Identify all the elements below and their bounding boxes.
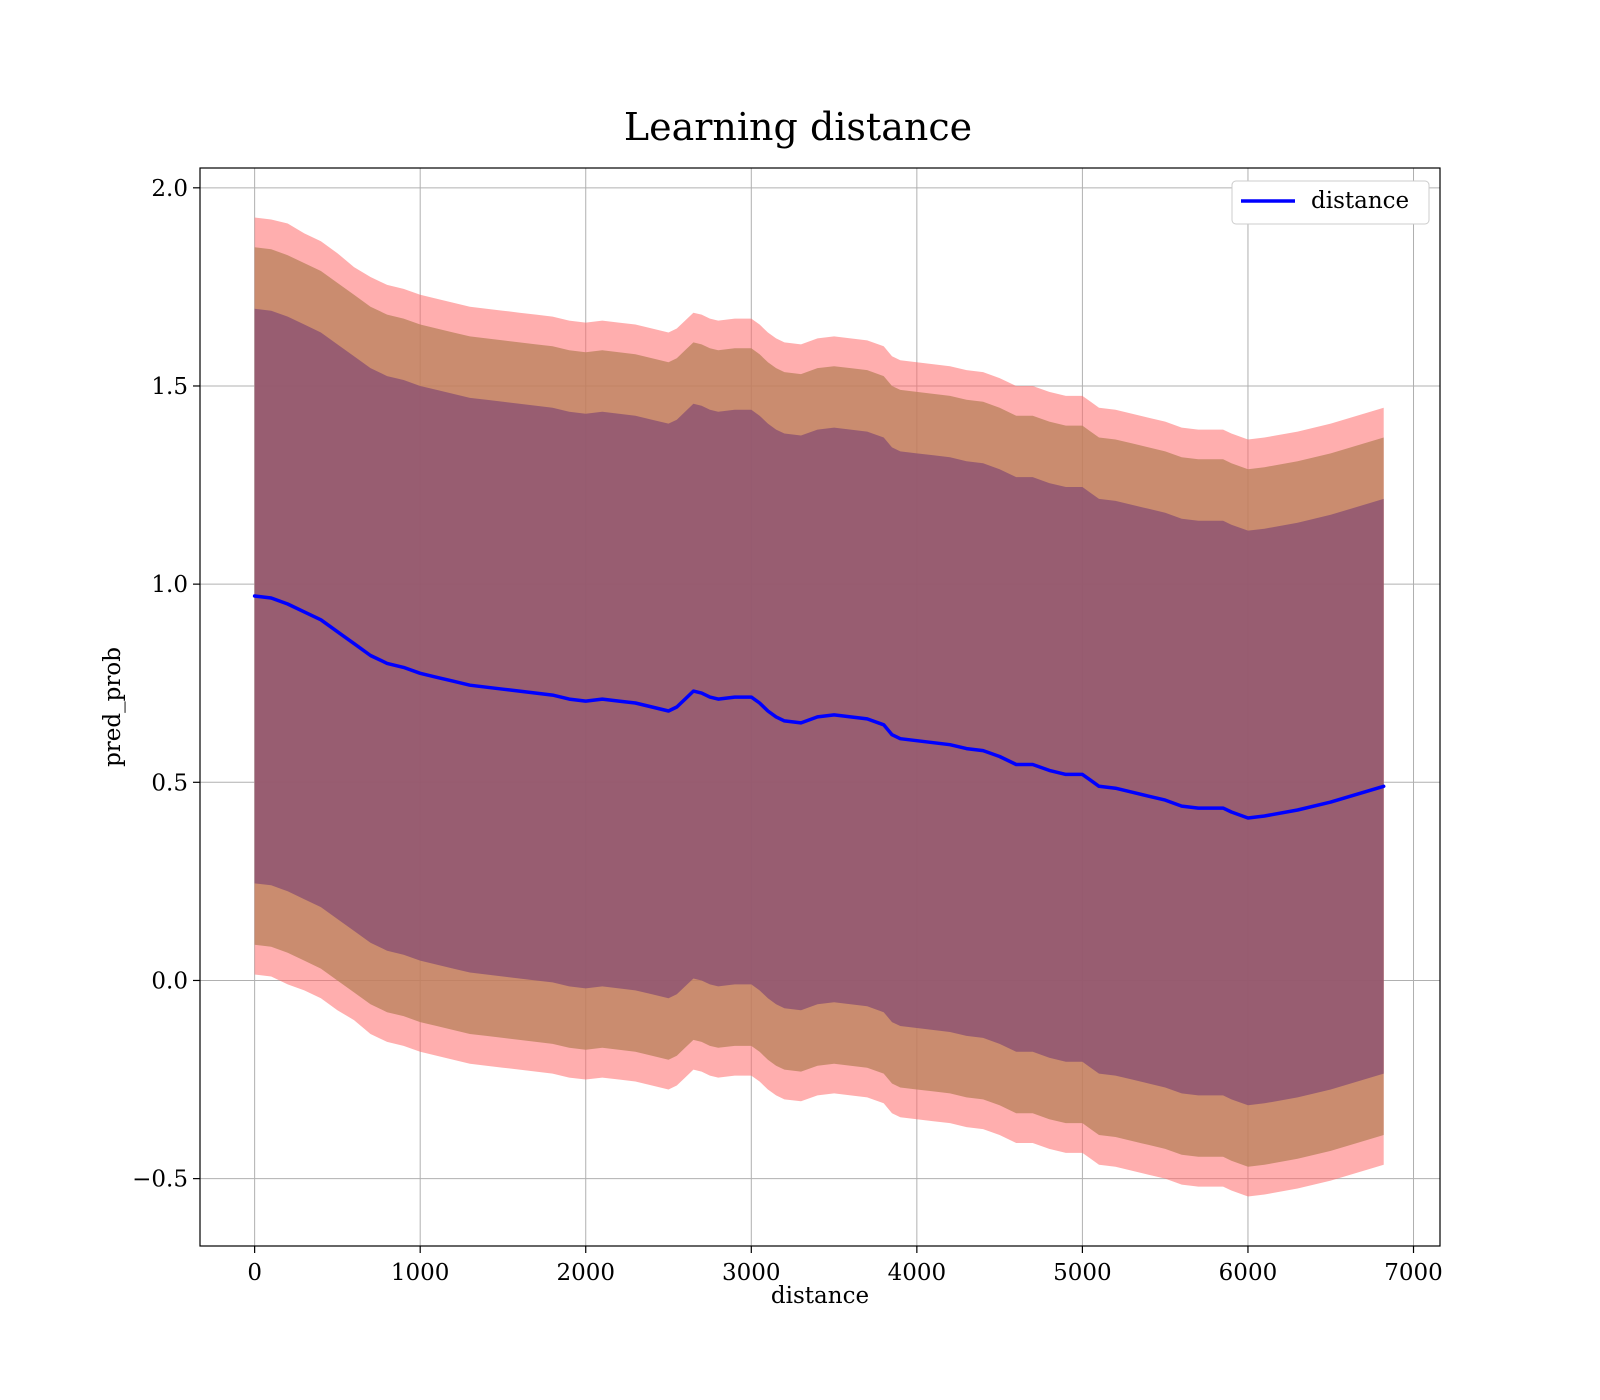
chart-title: Learning distance [624,105,972,149]
y-tick-label: 2.0 [151,176,188,202]
legend-entry-distance: distance [1311,188,1409,214]
x-axis-label: distance [771,1283,869,1309]
x-tick-label: 3000 [722,1260,781,1286]
y-tick-label: 0.0 [151,968,188,994]
y-tick-label: 1.0 [151,572,188,598]
y-tick-label: 0.5 [151,770,188,796]
x-tick-label: 2000 [556,1260,615,1286]
confidence-bands [254,217,1384,1197]
y-tick-label: −0.5 [132,1167,188,1193]
legend: distance [1231,180,1430,225]
y-tick-label: 1.5 [151,374,188,400]
axis-ticks: 0 1000 2000 3000 4000 5000 6000 7000 −0.5 0.0 0.5 1… [132,176,1443,1286]
confidence-band [254,308,1384,1106]
x-tick-label: 6000 [1219,1260,1278,1286]
series-lines [252,594,1386,820]
x-tick-label: 0 [247,1260,262,1286]
plot-frame [199,167,1441,1247]
x-tick-label: 7000 [1384,1260,1443,1286]
x-tick-label: 1000 [391,1260,450,1286]
legend-box [1231,180,1430,225]
series-line-distance [252,594,1386,820]
x-tick-label: 5000 [1053,1260,1112,1286]
x-tick-label: 4000 [888,1260,947,1286]
y-axis-label: pred_prob [100,647,126,767]
